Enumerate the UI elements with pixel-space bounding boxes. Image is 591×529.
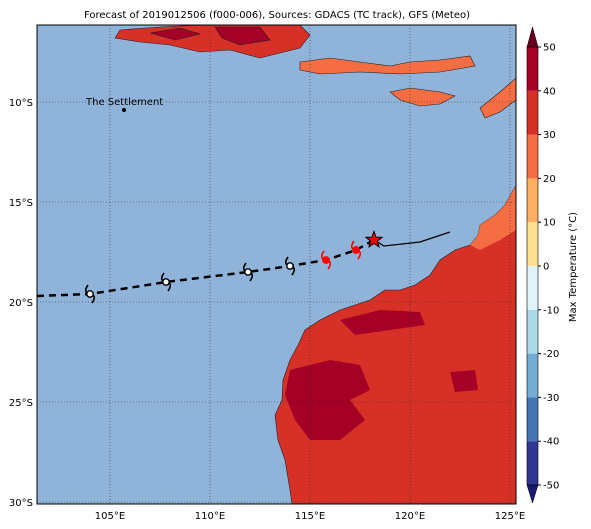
storm-symbol	[320, 250, 332, 270]
storm-eye	[244, 268, 252, 276]
lon-tick-label: 105°E	[95, 511, 125, 522]
storm-symbol	[284, 256, 296, 276]
colorbar-level	[527, 309, 538, 354]
past-track	[373, 231, 451, 247]
colorbar-tick-label: 50	[543, 43, 556, 54]
colorbar-tick-label: 40	[543, 86, 556, 97]
colorbar-level	[527, 397, 538, 442]
colorbar-tick-label: -30	[543, 393, 559, 404]
lon-tick-label: 125°E	[495, 511, 525, 522]
colorbar-level	[527, 266, 538, 310]
colorbar-level	[527, 222, 538, 266]
colorbar-level	[527, 47, 538, 91]
storm-eye	[322, 256, 330, 264]
current-position	[364, 230, 384, 249]
colorbar-tick-label: 10	[543, 218, 556, 229]
colorbar-tick-label: 30	[543, 130, 556, 141]
colorbar-level	[527, 178, 538, 223]
lon-tick-label: 120°E	[395, 511, 425, 522]
lon-tick-label: 115°E	[295, 511, 325, 522]
forecast-track	[37, 238, 375, 298]
colorbar-level	[527, 90, 538, 135]
place-dot	[122, 108, 126, 112]
colorbar-tick-label: 20	[543, 174, 556, 185]
lat-tick-label: 20°S	[9, 298, 33, 309]
lat-tick-label: 10°S	[9, 98, 33, 109]
lat-tick-label: 15°S	[9, 198, 33, 209]
colorbar-extend-bottom	[526, 484, 539, 504]
colorbar-tick-label: -40	[543, 437, 559, 448]
place-label: The Settlement	[85, 97, 163, 108]
map-frame	[36, 24, 517, 505]
lat-tick-label: 30°S	[9, 498, 33, 509]
colorbar-tick-label: -10	[543, 305, 559, 316]
colorbar-extend-top	[526, 26, 539, 48]
colorbar-tick-label: -50	[543, 481, 559, 492]
colorbar-label: Max Temperature (°C)	[568, 212, 579, 322]
lat-tick-label: 25°S	[9, 398, 33, 409]
colorbar-tick-label: -20	[543, 349, 559, 360]
storm-eye	[162, 278, 170, 286]
colorbar-tick-label: 0	[543, 262, 549, 273]
land	[114, 25, 516, 504]
storm-eye	[352, 246, 360, 254]
map-title: Forecast of 2019012506 (f000-006), Sourc…	[84, 10, 470, 21]
storm-symbol	[160, 272, 172, 292]
storm-eye	[86, 290, 94, 298]
storm-symbol	[84, 284, 96, 304]
lon-tick-label: 110°E	[195, 511, 225, 522]
colorbar-level	[527, 134, 538, 179]
colorbar-level	[527, 353, 538, 398]
storm-symbol	[350, 240, 362, 260]
colorbar-level	[527, 441, 538, 485]
storm-eye	[286, 262, 294, 270]
storm-symbol	[242, 262, 254, 282]
